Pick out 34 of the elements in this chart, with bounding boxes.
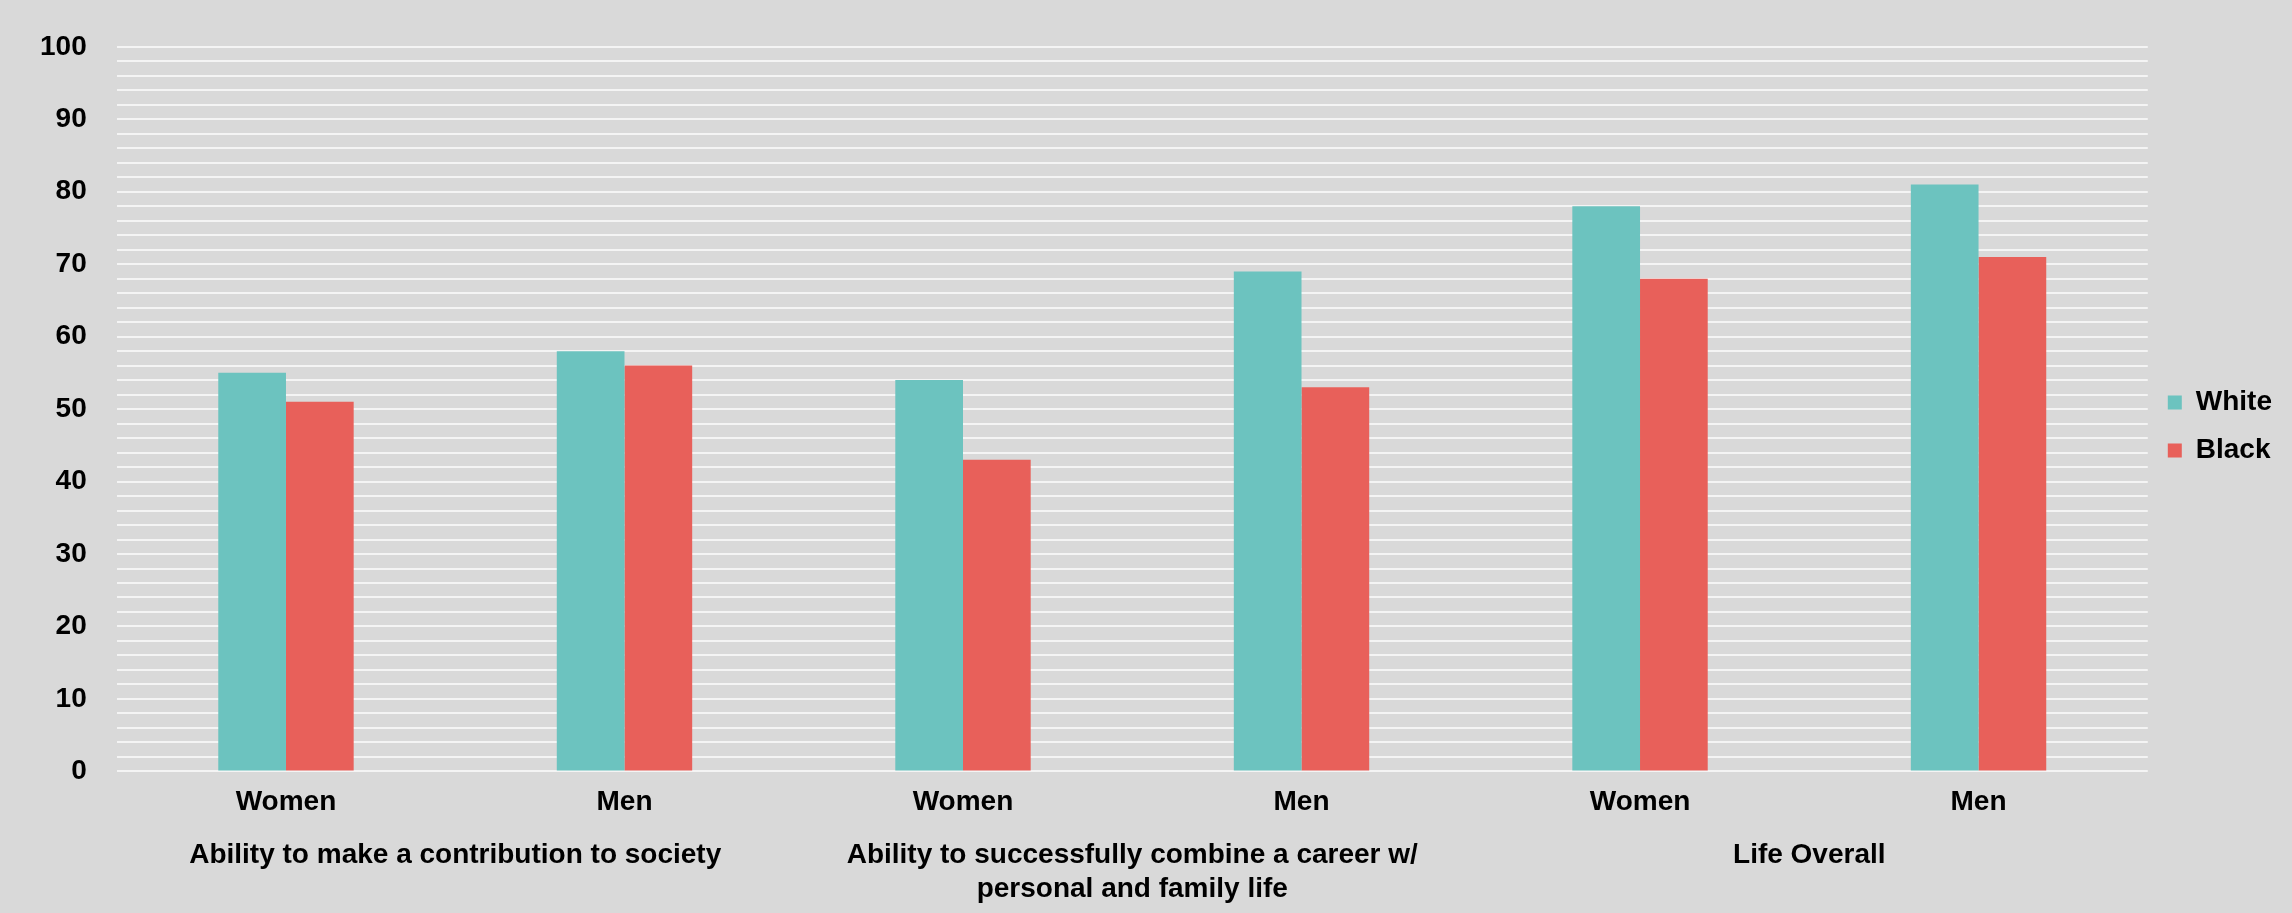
bar [1233,271,1302,771]
x-tick-label: Women [912,784,1014,816]
x-tick-label: Men [1273,784,1330,816]
bar [1301,387,1370,771]
bar [285,401,354,771]
y-tick-label: 20 [55,609,87,641]
bar [963,459,1031,771]
y-tick-label: 70 [55,246,87,278]
y-tick-label: 0 [71,754,87,786]
bar [1910,184,1979,771]
bar [624,365,693,771]
y-tick-label: 50 [55,391,87,423]
text: Life Overall [1733,837,1886,869]
y-tick-label: 10 [55,681,87,713]
text: Ability to make a contribution to society [189,837,722,869]
bar [895,380,963,771]
y-tick-label: 60 [55,319,87,351]
x-tick-label: Men [1950,784,2007,816]
legend-label: White [2195,385,2273,417]
y-tick-label: 30 [55,536,87,568]
y-tick-label: 40 [55,464,87,496]
x-tick-label: Women [1589,784,1691,816]
bar [218,372,286,771]
bar [1978,256,2047,771]
text: Ability to successfully combine a career w/ personal and family life [846,837,1419,903]
bar [1640,278,1708,771]
y-tick-label: 90 [55,101,87,133]
y-tick-label: 80 [55,174,87,206]
y-tick-label: 100 [40,29,87,61]
x-tick-label: Women [235,784,337,816]
x-tick-label: Men [596,784,653,816]
legend-label: Black [2195,433,2271,465]
bar [1572,206,1641,771]
bar [556,351,625,771]
